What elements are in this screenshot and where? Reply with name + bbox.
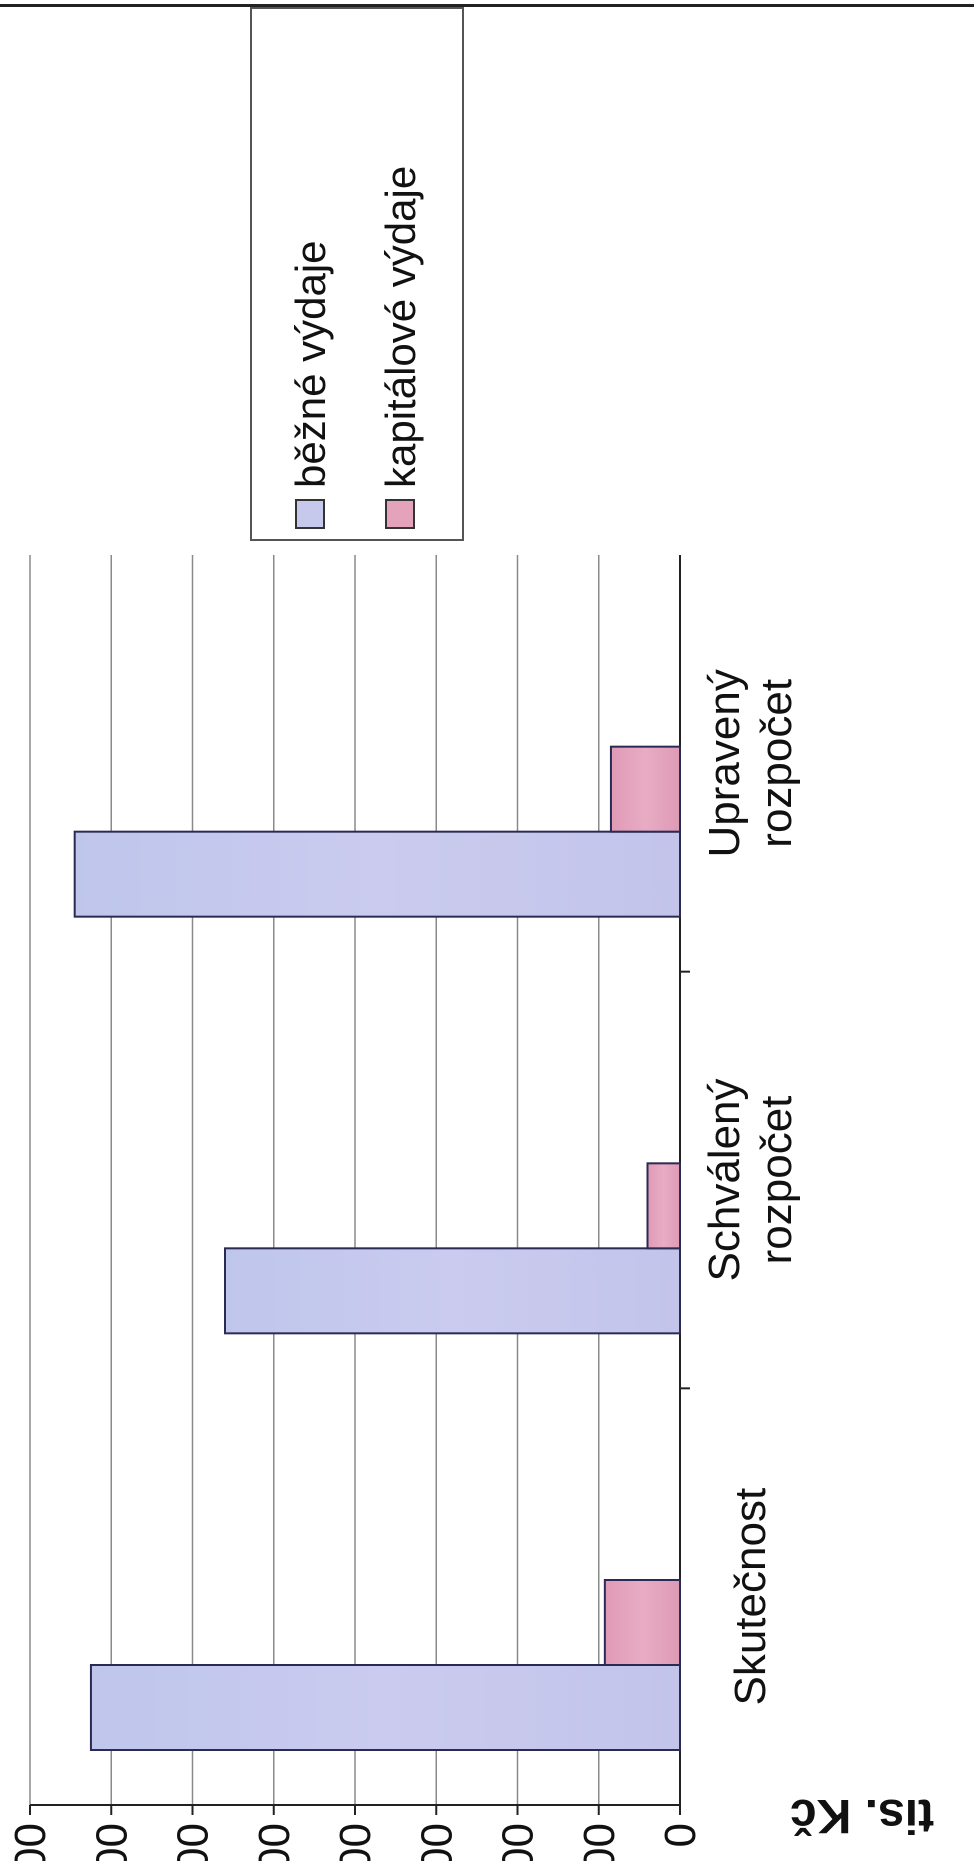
value-tick-label: 0 [656,1823,705,1847]
value-tick-labels: 0 2000 4000 6000 8000 10000 12000 14000 16000 [6,1823,705,1861]
category-label: Upravený [700,669,749,857]
legend-box [250,7,464,541]
value-tick-label: 16000 [6,1823,55,1861]
legend-label: kapitálové výdaje [377,166,424,488]
gridlines [29,555,600,1805]
legend: běžné výdaje kapitálové výdaje [250,7,464,541]
top-rule [0,4,974,7]
category-label: rozpočet [752,1096,801,1265]
value-tick-label: 4000 [494,1823,543,1861]
bar-bezne [89,1664,681,1751]
value-axis-label: tis. Kč [790,1789,934,1842]
legend-swatch [295,499,325,529]
bar-kapitalove [646,1162,681,1250]
axes [29,555,690,1815]
value-tick-label: 8000 [331,1823,380,1861]
bar-bezne [73,830,681,918]
value-tick-label: 14000 [87,1823,136,1861]
value-tick-label: 12000 [169,1823,218,1861]
bar-kapitalove [603,1579,681,1666]
bars [73,745,681,1751]
category-label: Skutečnost [726,1488,775,1706]
value-tick-label: 2000 [575,1823,624,1861]
category-label: Schválený [700,1078,749,1281]
value-tick-label: 10000 [250,1823,299,1861]
bar-bezne [224,1247,681,1335]
bar-kapitalove [609,745,681,833]
legend-swatch [385,499,415,529]
category-label: rozpočet [752,679,801,848]
legend-label: běžné výdaje [287,240,334,488]
value-tick-label: 6000 [412,1823,461,1861]
